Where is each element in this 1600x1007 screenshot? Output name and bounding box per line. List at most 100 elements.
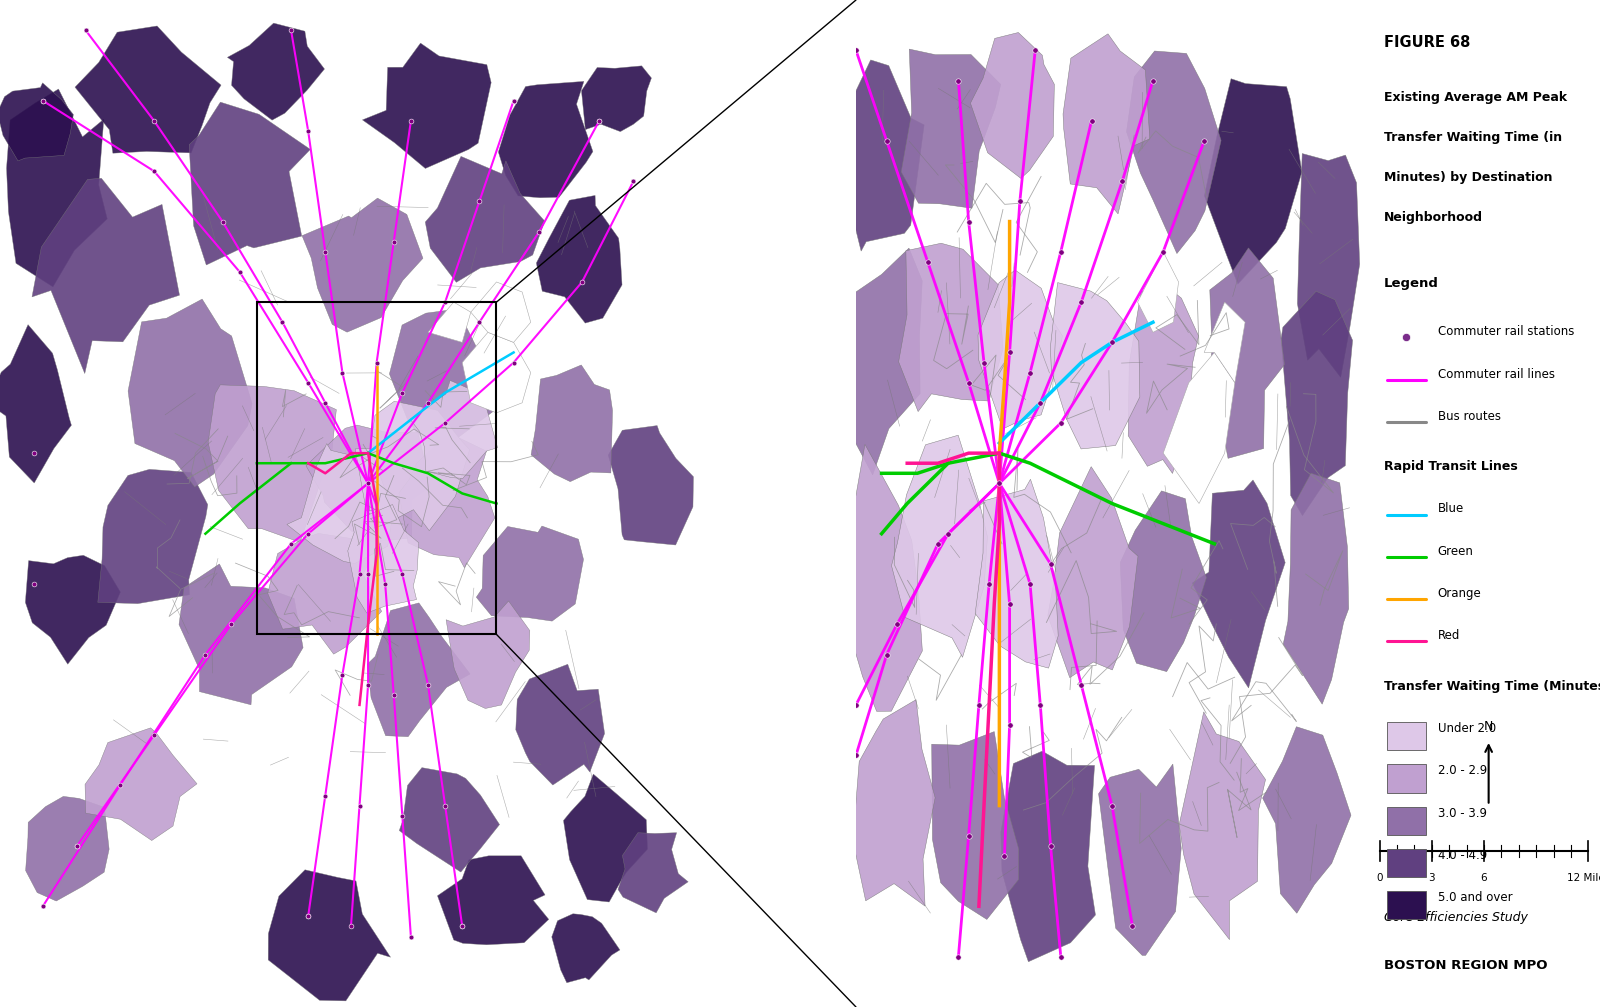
- Polygon shape: [1138, 252, 1179, 332]
- Text: Commuter rail lines: Commuter rail lines: [1437, 368, 1555, 381]
- Polygon shape: [974, 479, 1058, 668]
- Polygon shape: [536, 195, 622, 323]
- Point: [296, 123, 322, 139]
- Point: [1078, 113, 1104, 129]
- Text: Orange: Orange: [1437, 587, 1482, 600]
- Point: [843, 747, 869, 763]
- Point: [1018, 365, 1043, 381]
- Point: [416, 677, 442, 693]
- Polygon shape: [347, 505, 419, 613]
- Text: Blue: Blue: [1437, 502, 1464, 516]
- Polygon shape: [832, 60, 925, 251]
- Text: Under 2.0: Under 2.0: [1437, 722, 1496, 735]
- Polygon shape: [891, 435, 987, 658]
- Point: [141, 113, 166, 129]
- Point: [64, 838, 90, 854]
- Text: Transfer Waiting Time (Minutes): Transfer Waiting Time (Minutes): [1384, 680, 1600, 693]
- Point: [330, 667, 355, 683]
- Polygon shape: [189, 102, 310, 265]
- Point: [1192, 133, 1218, 149]
- Point: [526, 224, 552, 240]
- Polygon shape: [429, 302, 470, 342]
- Polygon shape: [446, 601, 530, 709]
- Point: [874, 646, 899, 663]
- Point: [1069, 294, 1094, 310]
- Polygon shape: [75, 26, 221, 153]
- Point: [1006, 193, 1032, 209]
- Point: [1120, 918, 1146, 934]
- Point: [432, 294, 458, 310]
- Point: [915, 254, 941, 270]
- Polygon shape: [1062, 34, 1150, 213]
- Point: [997, 344, 1022, 361]
- Polygon shape: [1120, 491, 1206, 672]
- Polygon shape: [286, 444, 394, 564]
- Point: [570, 274, 595, 290]
- Point: [107, 777, 133, 794]
- Bar: [1387, 891, 1426, 919]
- Point: [586, 113, 611, 129]
- Point: [450, 918, 475, 934]
- Point: [1038, 556, 1064, 572]
- Point: [1027, 697, 1053, 713]
- Polygon shape: [498, 82, 594, 197]
- Polygon shape: [581, 65, 651, 132]
- Point: [398, 113, 424, 129]
- Polygon shape: [1262, 727, 1350, 913]
- Bar: [1387, 722, 1426, 750]
- Polygon shape: [426, 156, 544, 282]
- Polygon shape: [1050, 283, 1139, 449]
- Point: [355, 566, 381, 582]
- Point: [21, 576, 46, 592]
- Point: [1022, 42, 1048, 58]
- Text: Rapid Transit Lines: Rapid Transit Lines: [1384, 460, 1518, 473]
- Point: [278, 22, 304, 38]
- Text: 12 Miles: 12 Miles: [1566, 873, 1600, 883]
- Point: [955, 375, 981, 391]
- Point: [997, 596, 1022, 612]
- Polygon shape: [1206, 248, 1285, 458]
- Point: [338, 918, 363, 934]
- Polygon shape: [1283, 473, 1349, 704]
- Point: [270, 314, 296, 330]
- Point: [966, 697, 992, 713]
- Point: [30, 93, 56, 109]
- Point: [955, 828, 981, 844]
- Bar: [1387, 807, 1426, 835]
- Point: [925, 536, 950, 552]
- Text: N: N: [1483, 720, 1493, 733]
- Point: [218, 616, 243, 632]
- Text: Core Efficiencies Study: Core Efficiencies Study: [1384, 911, 1528, 924]
- Point: [987, 475, 1013, 491]
- Point: [141, 727, 166, 743]
- Point: [381, 234, 406, 250]
- Polygon shape: [618, 833, 688, 912]
- Point: [296, 375, 322, 391]
- Point: [296, 526, 322, 542]
- Point: [330, 365, 355, 381]
- Polygon shape: [6, 89, 107, 287]
- Point: [467, 193, 493, 209]
- Text: FIGURE 68: FIGURE 68: [1384, 35, 1470, 50]
- Text: Bus routes: Bus routes: [1437, 410, 1501, 423]
- Point: [1394, 329, 1419, 345]
- Point: [347, 566, 373, 582]
- Point: [501, 354, 526, 371]
- Polygon shape: [552, 913, 619, 983]
- Polygon shape: [306, 425, 430, 542]
- Point: [1141, 73, 1166, 89]
- Polygon shape: [477, 526, 584, 621]
- Point: [450, 918, 475, 934]
- Point: [501, 93, 526, 109]
- Polygon shape: [368, 603, 470, 737]
- Point: [874, 133, 899, 149]
- Text: Green: Green: [1437, 545, 1474, 558]
- Polygon shape: [302, 198, 422, 332]
- Point: [885, 616, 910, 632]
- Point: [1099, 334, 1125, 350]
- Polygon shape: [227, 23, 325, 120]
- Point: [843, 42, 869, 58]
- Point: [621, 173, 646, 189]
- Polygon shape: [1205, 79, 1302, 284]
- Point: [586, 113, 611, 129]
